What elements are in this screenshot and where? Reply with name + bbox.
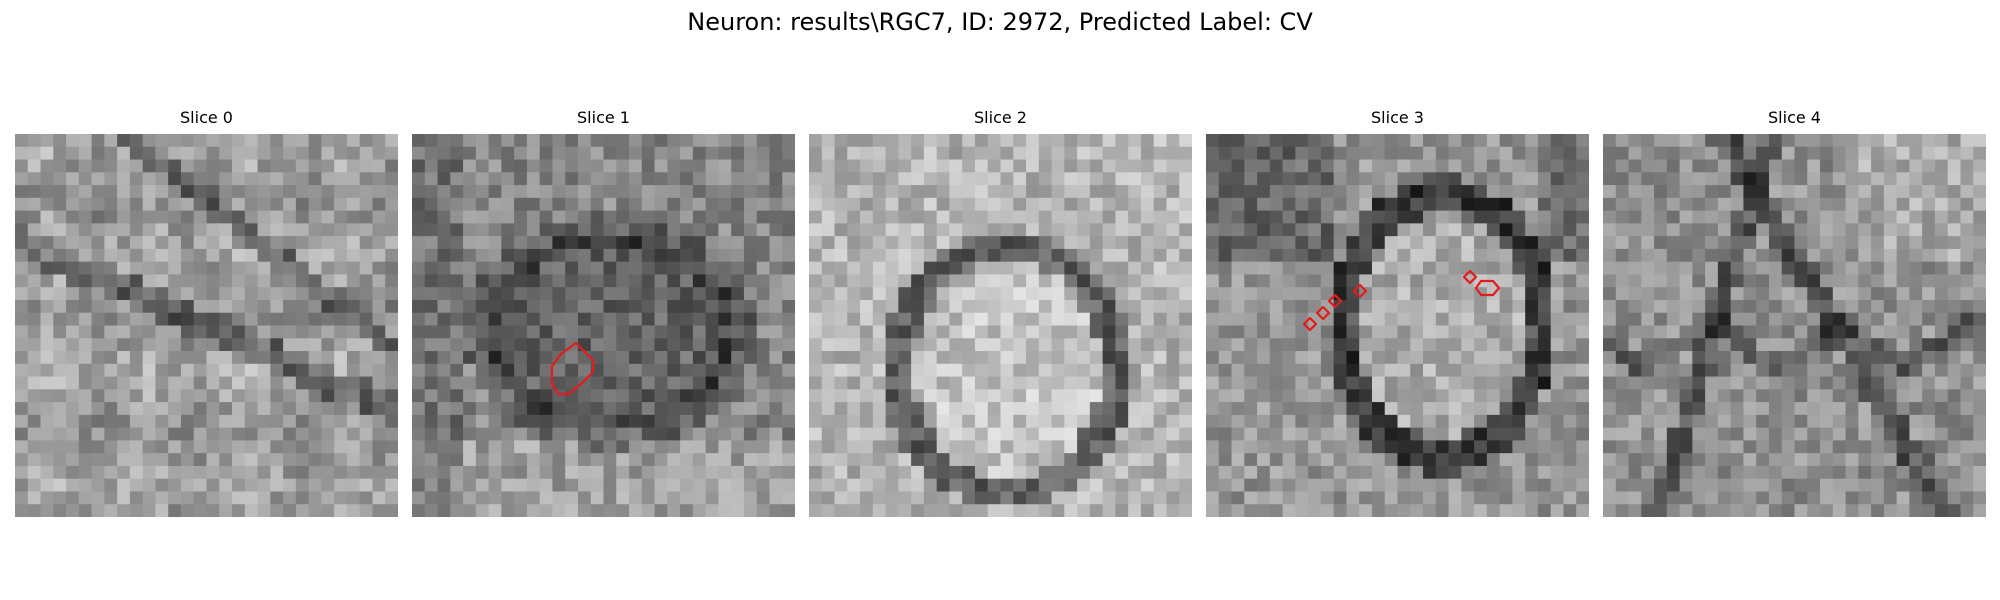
- figure-title: Neuron: results\RGC7, ID: 2972, Predicte…: [687, 8, 1313, 36]
- slice-panel-1: Slice 1: [412, 108, 795, 517]
- contour-outline: [550, 341, 595, 396]
- contour-mark: [1474, 279, 1501, 297]
- slice-4-title: Slice 4: [1768, 108, 1821, 127]
- contour-mark: [1352, 283, 1368, 299]
- slice-3-title: Slice 3: [1371, 108, 1424, 127]
- contour-mark: [1302, 316, 1318, 332]
- slice-2-title: Slice 2: [974, 108, 1027, 127]
- slice-panel-3: Slice 3: [1206, 108, 1589, 517]
- slice-2-image: [809, 134, 1192, 517]
- slice-1-image: [412, 134, 795, 517]
- slice-0-title: Slice 0: [180, 108, 233, 127]
- slice-panel-0: Slice 0: [15, 108, 398, 517]
- slice-3-image: [1206, 134, 1589, 517]
- slice-0-image: [15, 134, 398, 517]
- slice-panel-4: Slice 4: [1603, 108, 1986, 517]
- contour-mark: [1315, 305, 1331, 321]
- contour-mark: [1327, 293, 1343, 309]
- contour-mark: [1462, 269, 1478, 285]
- slice-4-image: [1603, 134, 1986, 517]
- slice-panel-2: Slice 2: [809, 108, 1192, 517]
- slice-1-title: Slice 1: [577, 108, 630, 127]
